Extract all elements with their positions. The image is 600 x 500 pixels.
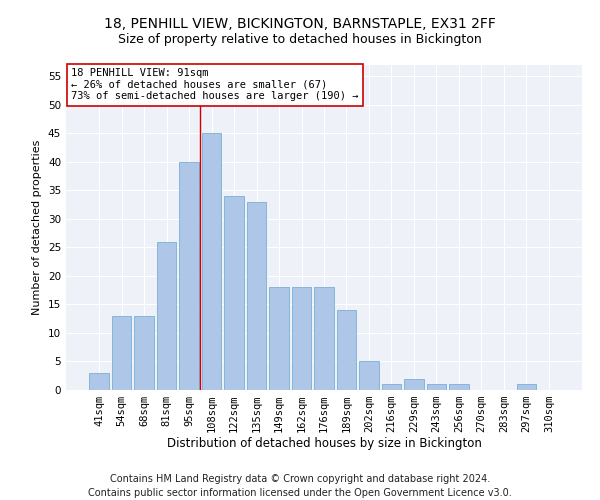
Bar bbox=[157, 242, 176, 390]
Bar bbox=[382, 384, 401, 390]
Bar bbox=[449, 384, 469, 390]
Text: 18, PENHILL VIEW, BICKINGTON, BARNSTAPLE, EX31 2FF: 18, PENHILL VIEW, BICKINGTON, BARNSTAPLE… bbox=[104, 18, 496, 32]
Text: Size of property relative to detached houses in Bickington: Size of property relative to detached ho… bbox=[118, 32, 482, 46]
Bar bbox=[224, 196, 244, 390]
Bar bbox=[517, 384, 536, 390]
Bar bbox=[359, 362, 379, 390]
Text: Contains HM Land Registry data © Crown copyright and database right 2024.
Contai: Contains HM Land Registry data © Crown c… bbox=[88, 474, 512, 498]
Bar bbox=[112, 316, 131, 390]
Text: 18 PENHILL VIEW: 91sqm
← 26% of detached houses are smaller (67)
73% of semi-det: 18 PENHILL VIEW: 91sqm ← 26% of detached… bbox=[71, 68, 359, 102]
Bar bbox=[337, 310, 356, 390]
X-axis label: Distribution of detached houses by size in Bickington: Distribution of detached houses by size … bbox=[167, 436, 481, 450]
Bar bbox=[202, 134, 221, 390]
Bar bbox=[292, 288, 311, 390]
Bar bbox=[427, 384, 446, 390]
Y-axis label: Number of detached properties: Number of detached properties bbox=[32, 140, 43, 315]
Bar bbox=[134, 316, 154, 390]
Bar bbox=[179, 162, 199, 390]
Bar bbox=[269, 288, 289, 390]
Bar bbox=[314, 288, 334, 390]
Bar bbox=[404, 378, 424, 390]
Bar bbox=[247, 202, 266, 390]
Bar bbox=[89, 373, 109, 390]
